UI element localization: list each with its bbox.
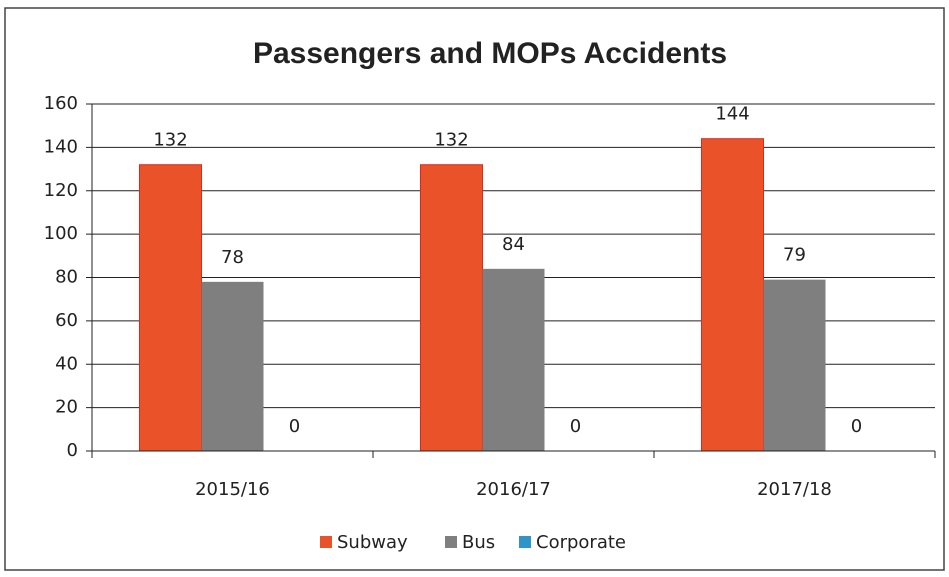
y-tick-label: 80 [55,267,78,288]
y-tick-label: 120 [44,180,78,201]
legend-label: Bus [462,532,495,553]
data-label: 0 [570,416,581,437]
y-tick-label: 100 [44,223,78,244]
chart-title: Passengers and MOPs Accidents [253,37,727,70]
data-label: 0 [851,416,862,437]
data-label: 78 [221,247,244,268]
legend-label: Subway [337,532,408,553]
x-tick-label: 2016/17 [476,479,551,500]
data-label: 144 [715,104,749,125]
data-label: 132 [434,130,468,151]
y-tick-label: 40 [55,353,78,374]
legend-swatch [519,536,531,548]
legend-swatch [320,536,332,548]
bar [701,138,764,452]
data-label: 0 [289,416,300,437]
x-tick-label: 2017/18 [757,479,832,500]
bar [201,281,264,451]
y-tick-label: 20 [55,397,78,418]
x-tick-label: 2015/16 [195,479,270,500]
y-tick-label: 160 [44,93,78,114]
data-label: 132 [153,130,187,151]
legend-label: Corporate [536,532,626,553]
y-tick-label: 0 [67,440,78,461]
y-tick-label: 140 [44,136,78,157]
bar [420,164,483,452]
legend-swatch [445,536,457,548]
data-label: 79 [783,245,806,266]
bar [139,164,202,452]
y-tick-label: 60 [55,310,78,331]
bar [763,279,826,451]
data-label: 84 [502,234,525,255]
bar [482,268,545,451]
